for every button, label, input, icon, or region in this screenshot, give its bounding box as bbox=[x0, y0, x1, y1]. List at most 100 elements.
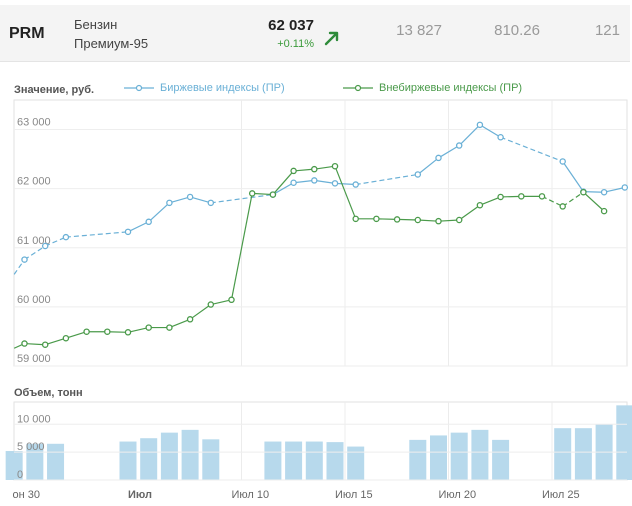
otc-line-segment bbox=[24, 342, 46, 346]
otc-point bbox=[41, 341, 49, 348]
x-tick-label: Июл 25 bbox=[542, 489, 580, 501]
exchange-point bbox=[62, 233, 70, 241]
exchange-line-segment bbox=[169, 196, 191, 204]
volume-bar bbox=[285, 441, 303, 480]
exchange-line-segment bbox=[148, 202, 170, 223]
exchange-line-segment bbox=[438, 145, 460, 159]
price-tick-label: 59 000 bbox=[17, 353, 51, 365]
legend-otc[interactable]: Внебиржевые индексы (ПР) bbox=[343, 82, 522, 94]
volume-bar bbox=[347, 446, 365, 480]
volume-bar bbox=[554, 428, 572, 480]
instrument-header: PRM Бензин Премиум-95 62 037 +0.11% 13 8… bbox=[0, 5, 630, 62]
otc-point bbox=[352, 215, 359, 223]
otc-line-segment bbox=[293, 168, 315, 172]
otc-point bbox=[455, 216, 463, 224]
otc-line-segment bbox=[210, 299, 232, 306]
otc-point bbox=[21, 340, 28, 347]
stat-value: 810.26 bbox=[494, 22, 540, 39]
legend-otc-label: Внебиржевые индексы (ПР) bbox=[379, 82, 523, 94]
stat-volume: 13 827 bbox=[396, 22, 442, 39]
exchange-point bbox=[290, 179, 297, 187]
product-name-line1: Бензин bbox=[74, 17, 118, 32]
exchange-line-segment bbox=[189, 196, 211, 204]
exchange-point bbox=[476, 121, 484, 129]
volume-bar bbox=[409, 439, 427, 480]
volume-bar bbox=[264, 441, 282, 480]
otc-point bbox=[228, 296, 235, 304]
price-tick-label: 63 000 bbox=[17, 117, 51, 129]
exchange-point bbox=[414, 171, 422, 178]
exchange-line-segment bbox=[562, 161, 584, 192]
otc-point bbox=[393, 216, 401, 223]
exchange-point bbox=[497, 133, 504, 141]
volume-bar bbox=[47, 443, 65, 480]
stat-count: 121 bbox=[594, 22, 620, 39]
otc-point bbox=[373, 215, 380, 223]
volume-tick-label: 10 000 bbox=[17, 413, 51, 425]
price-tick-label: 60 000 bbox=[17, 294, 51, 306]
otc-line-segment bbox=[107, 331, 129, 333]
otc-point bbox=[559, 203, 566, 210]
legend-exchange-marker bbox=[124, 84, 154, 92]
legend-exchange[interactable]: Биржевые индексы (ПР) bbox=[124, 82, 285, 94]
exchange-line-segment bbox=[583, 191, 605, 193]
volume-bar bbox=[140, 438, 158, 480]
otc-line-segment bbox=[479, 196, 501, 206]
volume-bar bbox=[430, 435, 447, 480]
volume-bar bbox=[181, 429, 199, 480]
volume-bar bbox=[202, 439, 220, 480]
otc-point bbox=[538, 193, 546, 200]
price-change: +0.11% bbox=[277, 38, 314, 50]
otc-point bbox=[518, 193, 525, 200]
otc-line-segment bbox=[230, 193, 253, 300]
exchange-line-segment bbox=[500, 136, 563, 163]
otc-point bbox=[83, 328, 90, 335]
exchange-line-segment bbox=[44, 236, 67, 247]
otc-line-segment bbox=[500, 195, 522, 198]
exchange-line-segment bbox=[355, 173, 418, 186]
otc-line-segment bbox=[314, 165, 336, 170]
otc-point bbox=[414, 216, 422, 224]
product-name-line2: Премиум-95 bbox=[74, 36, 149, 51]
otc-line-segment bbox=[397, 218, 418, 221]
exchange-point bbox=[559, 158, 566, 165]
otc-point bbox=[166, 324, 173, 331]
price-tick-label: 62 000 bbox=[17, 176, 51, 188]
volume-tick-label: 5 000 bbox=[17, 441, 45, 453]
otc-line-segment bbox=[272, 170, 295, 195]
exchange-point bbox=[124, 228, 132, 236]
volume-chart-title: Объем, тонн bbox=[14, 387, 83, 399]
price-plot-frame bbox=[13, 99, 628, 367]
otc-line-segment bbox=[45, 337, 67, 346]
volume-tick-label: 0 bbox=[17, 469, 23, 481]
exchange-point bbox=[352, 181, 359, 188]
otc-point bbox=[248, 190, 256, 197]
otc-line-segment bbox=[189, 304, 212, 320]
arrow-up-right-icon bbox=[324, 31, 339, 46]
exchange-line-segment bbox=[13, 259, 25, 275]
otc-line-segment bbox=[438, 219, 460, 222]
exchange-point bbox=[600, 188, 608, 196]
exchange-point bbox=[621, 184, 629, 191]
exchange-line-segment bbox=[314, 179, 336, 184]
price-tick-label: 61 000 bbox=[17, 235, 51, 247]
exchange-point bbox=[207, 199, 215, 207]
volume-bar bbox=[471, 429, 489, 480]
otc-point bbox=[476, 201, 484, 209]
legend-otc-marker bbox=[343, 84, 373, 92]
exchange-point bbox=[21, 256, 28, 263]
exchange-line-segment bbox=[479, 124, 501, 138]
ticker-symbol[interactable]: PRM bbox=[9, 25, 45, 42]
otc-line-segment bbox=[127, 326, 149, 333]
volume-bar bbox=[616, 405, 632, 480]
volume-bar bbox=[326, 442, 344, 480]
x-tick-label: Июл 20 bbox=[439, 489, 477, 501]
volume-bar bbox=[26, 443, 44, 480]
otc-point bbox=[104, 328, 111, 335]
otc-point bbox=[600, 207, 608, 215]
volume-bar bbox=[450, 432, 468, 480]
x-tick-label: он 30 bbox=[13, 489, 40, 501]
exchange-point bbox=[145, 218, 152, 226]
otc-point bbox=[290, 167, 297, 175]
volume-bar bbox=[160, 432, 178, 480]
